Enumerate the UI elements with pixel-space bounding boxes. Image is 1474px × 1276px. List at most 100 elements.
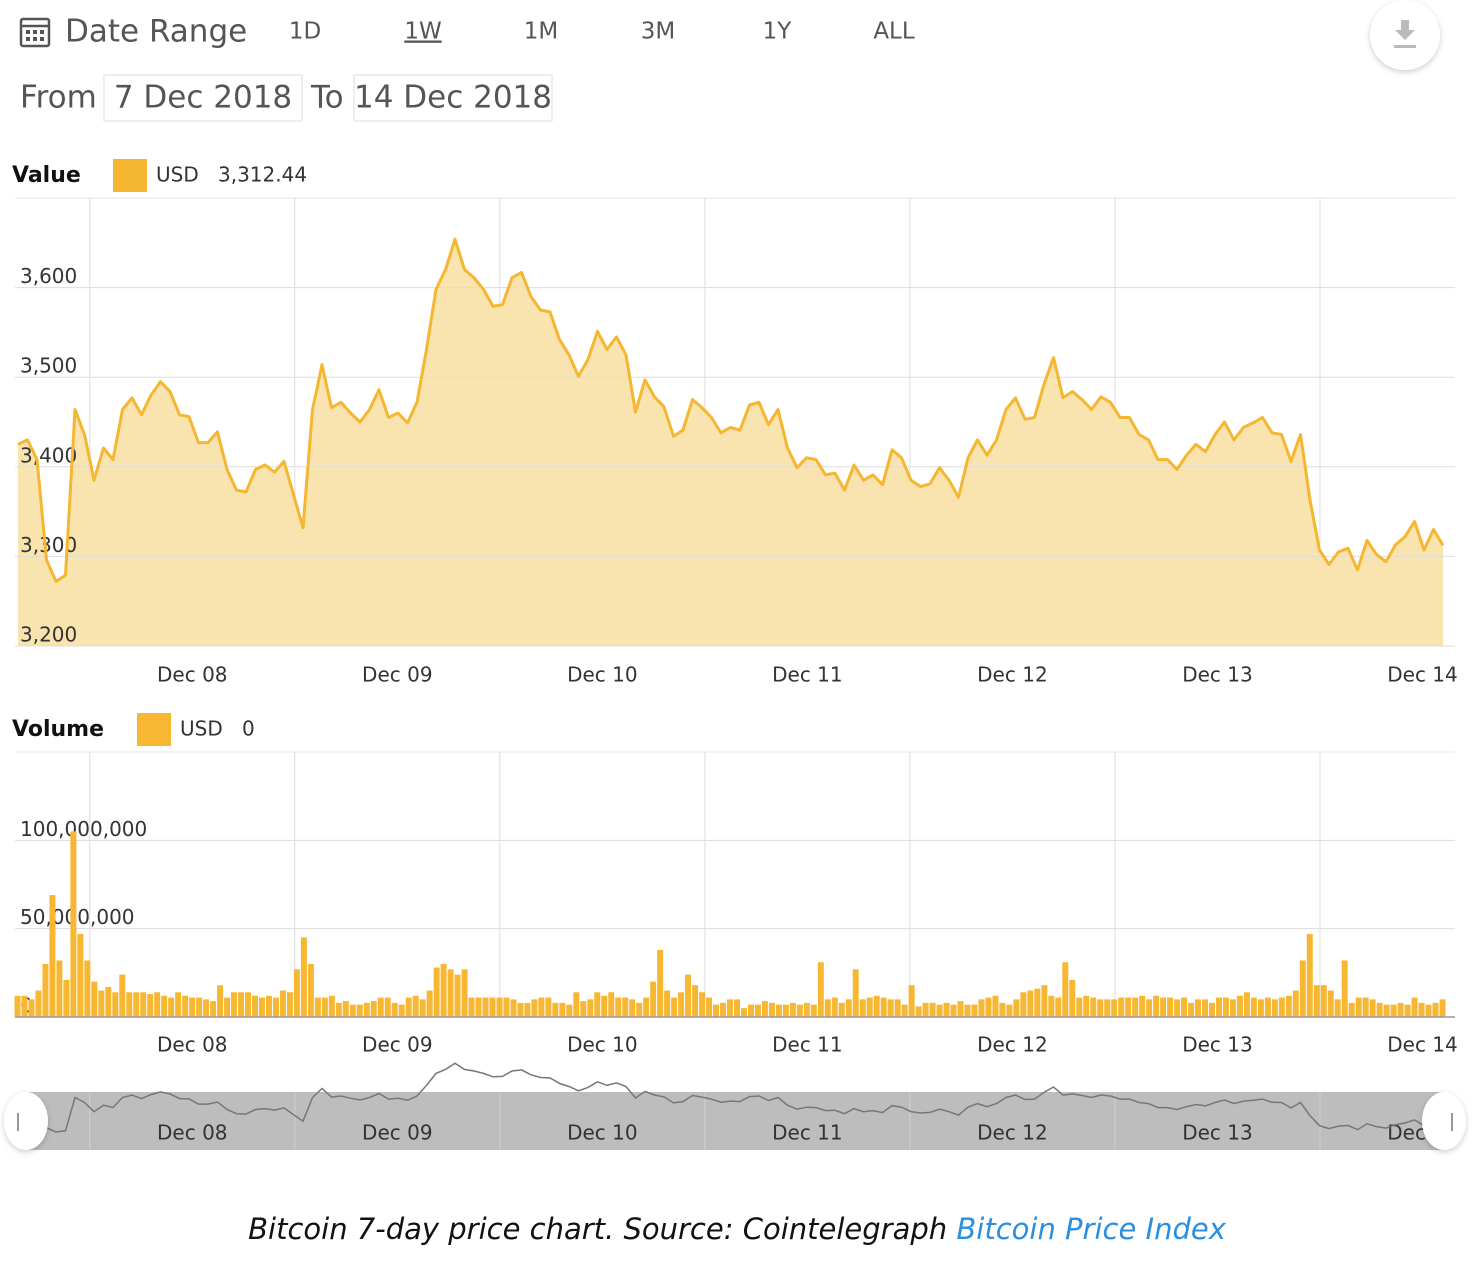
- volume-bar: [147, 994, 154, 1017]
- volume-bar: [929, 1002, 936, 1017]
- from-input[interactable]: [103, 74, 303, 122]
- volume-bar: [601, 995, 608, 1017]
- range-button[interactable]: 1W: [404, 19, 441, 45]
- volume-bar: [454, 974, 461, 1017]
- volume-bar: [664, 990, 671, 1017]
- volume-bar: [671, 997, 678, 1017]
- y-tick-label: 100,000,000: [20, 817, 147, 841]
- price-line: [17, 237, 1445, 583]
- volume-bar: [224, 997, 231, 1017]
- volume-bar: [775, 1004, 782, 1017]
- volume-bar: [713, 1004, 720, 1017]
- volume-bar: [873, 995, 880, 1017]
- volume-bar: [720, 1002, 727, 1017]
- volume-bar: [475, 997, 482, 1017]
- x-tick-label: Dec 10: [567, 1033, 638, 1057]
- volume-bar: [1369, 999, 1376, 1017]
- range-button[interactable]: 1Y: [763, 19, 793, 45]
- volume-bar: [70, 831, 77, 1017]
- volume-bar: [922, 1002, 929, 1017]
- volume-bar: [1271, 999, 1278, 1017]
- volume-bar: [978, 999, 985, 1017]
- volume-bar: [126, 992, 133, 1017]
- volume-bar: [1153, 995, 1160, 1017]
- volume-bar: [1188, 1002, 1195, 1017]
- volume-bar: [587, 999, 594, 1017]
- volume-bar: [1132, 997, 1139, 1017]
- volume-bar: [1418, 1002, 1425, 1017]
- navigator-handle[interactable]: [1422, 1092, 1466, 1150]
- volume-bar: [1250, 997, 1257, 1017]
- legend-name: USD: [180, 717, 223, 741]
- volume-bar: [1222, 997, 1229, 1017]
- volume-bar: [824, 999, 831, 1017]
- navigator-label: Dec 13: [1182, 1121, 1253, 1145]
- volume-bar: [252, 995, 258, 1017]
- volume-bar: [1083, 995, 1090, 1017]
- legend-value: 0: [242, 717, 255, 741]
- volume-bar: [754, 1004, 761, 1017]
- range-button[interactable]: 1D: [289, 19, 321, 45]
- caption-link[interactable]: Bitcoin Price Index: [956, 1212, 1226, 1246]
- volume-bar: [782, 1004, 789, 1017]
- volume-bar: [845, 999, 852, 1017]
- volume-bar: [817, 962, 824, 1017]
- download-button[interactable]: [1370, 0, 1440, 70]
- volume-bar: [63, 979, 70, 1017]
- volume-bar: [272, 997, 279, 1017]
- volume-bar: [866, 997, 873, 1017]
- x-tick-label: Dec 11: [772, 663, 843, 687]
- volume-bar: [859, 999, 866, 1017]
- volume-bar: [538, 997, 545, 1017]
- volume-bar: [1104, 999, 1111, 1017]
- volume-bar: [1118, 997, 1125, 1017]
- y-tick-label: 50,000,000: [20, 905, 135, 929]
- x-tick-label: Dec 12: [977, 1033, 1048, 1057]
- volume-bar: [258, 997, 265, 1017]
- x-tick-label: Dec 08: [157, 663, 228, 687]
- volume-bar: [727, 999, 733, 1017]
- volume-bar: [1027, 990, 1034, 1017]
- volume-bar: [1208, 1002, 1215, 1017]
- volume-bar: [789, 1002, 796, 1017]
- to-input[interactable]: [353, 74, 553, 122]
- volume-bar: [1397, 1002, 1404, 1017]
- range-button[interactable]: 3M: [641, 19, 675, 45]
- volume-bar: [300, 937, 307, 1017]
- x-tick-label: Dec 11: [772, 1033, 843, 1057]
- volume-bar: [405, 997, 412, 1017]
- volume-bar: [1013, 999, 1020, 1017]
- volume-bar: [594, 992, 601, 1017]
- volume-bar: [426, 990, 433, 1017]
- volume-bar: [1181, 997, 1188, 1017]
- volume-bar: [950, 1004, 957, 1017]
- legend-swatch: [113, 159, 147, 192]
- navigator-label: Dec 11: [772, 1121, 843, 1145]
- volume-bar: [203, 999, 210, 1017]
- volume-bar: [14, 995, 21, 1017]
- volume-bar: [238, 992, 245, 1017]
- volume-bar: [908, 985, 915, 1017]
- navigator[interactable]: Dec 08 Dec 09 Dec 10 Dec 11 Dec 12 Dec 13 Dec …: [4, 1062, 1466, 1150]
- volume-bar: [992, 995, 999, 1017]
- volume-bar: [489, 997, 496, 1017]
- volume-bar: [1069, 979, 1076, 1017]
- volume-bar: [761, 1001, 768, 1017]
- x-tick-label: Dec 09: [362, 663, 433, 687]
- volume-bar: [747, 1004, 754, 1017]
- volume-bar: [566, 1004, 573, 1017]
- navigator-handle[interactable]: [4, 1092, 48, 1150]
- volume-bar: [1006, 1004, 1013, 1017]
- volume-bar: [733, 999, 740, 1017]
- volume-bar: [1236, 995, 1243, 1017]
- volume-bar: [615, 997, 622, 1017]
- volume-bar: [161, 995, 168, 1017]
- volume-bar: [1432, 1002, 1439, 1017]
- volume-bar: [56, 960, 63, 1017]
- range-button[interactable]: ALL: [873, 19, 915, 45]
- range-button[interactable]: 1M: [524, 19, 558, 45]
- volume-bar: [21, 995, 28, 1017]
- volume-bar: [1020, 992, 1027, 1017]
- x-tick-label: Dec 12: [977, 663, 1048, 687]
- volume-bar: [1034, 988, 1041, 1017]
